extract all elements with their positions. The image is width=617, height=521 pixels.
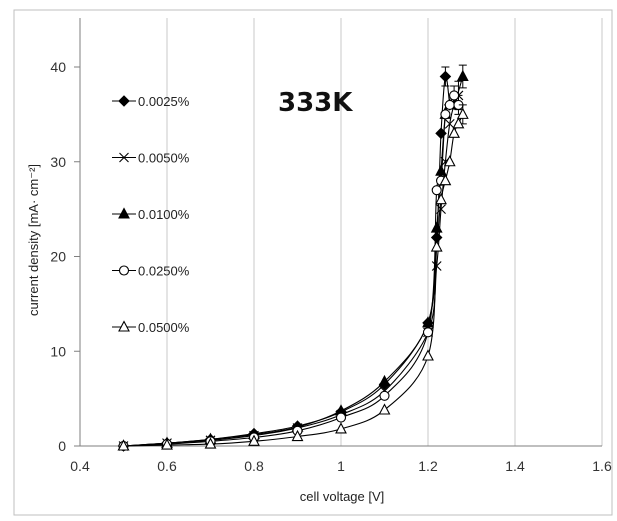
data-point (440, 109, 451, 120)
y-tick-label: 20 (50, 249, 66, 265)
y-axis-title-text: current density [mA· cm⁻²] (26, 164, 41, 316)
x-tick-label: 0.6 (157, 458, 177, 474)
legend-item: 0.0500% (112, 320, 190, 335)
legend-marker (119, 152, 129, 163)
tick-labels: 0.4 0.6 0.8 1 1.2 1.4 1.6 0 10 20 30 40 (50, 59, 612, 474)
legend-item: 0.0025% (112, 94, 190, 109)
data-point (422, 327, 434, 338)
legend-marker (118, 320, 130, 332)
data-point (456, 107, 469, 119)
x-tick-label: 1.6 (592, 458, 612, 474)
chart-frame (13, 9, 613, 516)
data-point (335, 422, 347, 434)
data-point (456, 69, 469, 82)
y-tick-label: 0 (58, 438, 66, 454)
data-point (444, 118, 455, 129)
data-point (443, 155, 456, 167)
legend: 0.0025% 0.0050% 0.0100% 0.0250% 0.0500% (112, 94, 190, 335)
legend-item: 0.0250% (112, 264, 190, 279)
data-point (444, 99, 455, 110)
data-point (431, 185, 442, 196)
legend-label: 0.0050% (138, 151, 190, 166)
data-point (449, 90, 460, 101)
data-point (378, 374, 391, 387)
series-0.0500% (117, 104, 469, 451)
data-series (117, 64, 469, 452)
data-point (161, 438, 173, 450)
data-point (204, 437, 217, 449)
data-point (335, 412, 347, 423)
y-tick-label: 40 (50, 59, 66, 75)
data-point (439, 174, 452, 186)
legend-item: 0.0100% (112, 207, 190, 222)
data-point (422, 349, 434, 361)
data-point (248, 434, 260, 446)
legend-marker (118, 207, 130, 219)
x-axis-title: cell voltage [V] (300, 489, 385, 504)
legend-label: 0.0250% (138, 264, 190, 279)
temperature-annotation: 333K (278, 88, 353, 118)
data-point (435, 192, 447, 205)
y-tick-label: 10 (50, 343, 66, 359)
legend-label: 0.0500% (138, 320, 190, 335)
x-tick-label: 0.8 (244, 458, 264, 474)
x-tick-label: 1.2 (418, 458, 438, 474)
legend-marker (118, 95, 130, 107)
data-point (378, 403, 391, 415)
legend-label: 0.0100% (138, 207, 190, 222)
data-point (452, 117, 465, 129)
legend-marker (118, 265, 130, 276)
data-point (291, 429, 304, 442)
legend-item: 0.0050% (112, 151, 190, 166)
series-line (123, 95, 459, 447)
grid-lines (166, 18, 603, 446)
data-point (431, 261, 442, 271)
x-tick-label: 1.4 (505, 458, 525, 474)
data-point (448, 126, 461, 138)
x-tick-label: 0.4 (70, 458, 90, 474)
data-point (117, 439, 130, 451)
data-point (430, 240, 443, 252)
data-point (430, 221, 443, 233)
data-point (439, 70, 452, 83)
data-point (379, 390, 390, 401)
y-axis-title: current density [mA· cm⁻²] (26, 164, 41, 316)
x-tick-label: 1 (337, 458, 345, 474)
legend-label: 0.0025% (138, 94, 190, 109)
y-tick-label: 30 (50, 154, 66, 170)
